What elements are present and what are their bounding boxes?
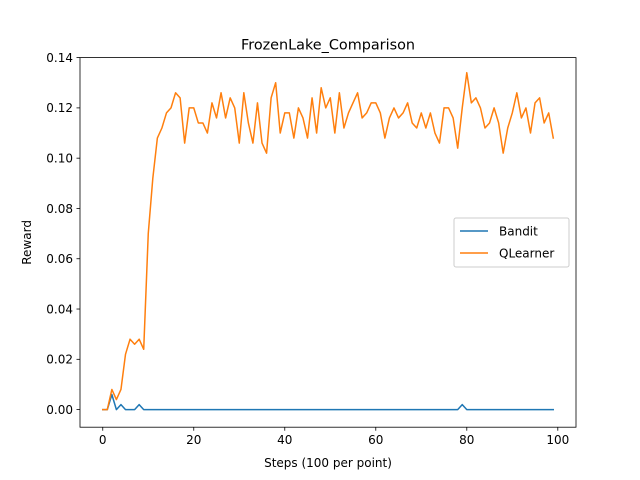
y-tick-label: 0.04 [46, 302, 73, 316]
legend-label-qlearner: QLearner [499, 247, 554, 261]
y-tick-label: 0.12 [46, 101, 73, 115]
y-tick-label: 0.14 [46, 51, 73, 65]
x-tick-label: 20 [186, 433, 201, 447]
x-tick-label: 100 [546, 433, 569, 447]
y-axis: 0.00 0.02 0.04 0.06 0.08 0.10 0.12 0.14 [46, 51, 80, 417]
chart-title: FrozenLake_Comparison [241, 38, 415, 54]
x-tick-label: 60 [368, 433, 383, 447]
legend: Bandit QLearner [453, 217, 570, 268]
y-tick-label: 0.06 [46, 252, 73, 266]
plot-area [79, 57, 577, 428]
y-tick-label: 0.10 [46, 151, 73, 165]
x-tick-label: 80 [459, 433, 474, 447]
x-axis: 0 20 40 60 80 100 [99, 427, 569, 447]
legend-label-bandit: Bandit [499, 225, 538, 239]
x-axis-label: Steps (100 per point) [264, 456, 392, 470]
y-tick-label: 0.00 [46, 403, 73, 417]
series-line-qlearner [102, 71, 555, 411]
x-tick-label: 0 [99, 433, 107, 447]
series-layer [102, 71, 555, 411]
y-tick-label: 0.02 [46, 353, 73, 367]
series-line-bandit [102, 393, 554, 411]
y-axis-label: Reward [20, 220, 34, 265]
x-tick-label: 40 [277, 433, 292, 447]
y-tick-label: 0.08 [46, 202, 73, 216]
